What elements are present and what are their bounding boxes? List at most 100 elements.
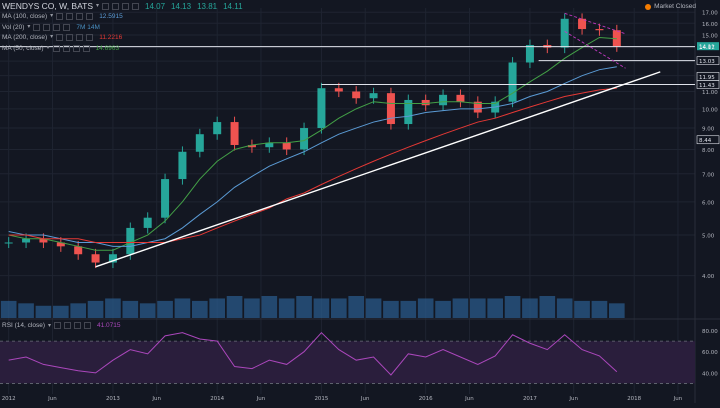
- indicator-value: 11.2216: [99, 34, 123, 42]
- candle-body: [352, 91, 361, 99]
- volume-bar: [330, 298, 347, 318]
- volume-bar: [278, 298, 295, 318]
- indicator-row-vol[interactable]: Vol (20) ▾ 7M 14M: [2, 22, 243, 33]
- candle-body: [334, 88, 343, 92]
- rsi-tick-label: 40.00: [702, 371, 718, 377]
- candle-body: [560, 18, 569, 48]
- y-tick-label: 16.00: [702, 22, 718, 28]
- volume-bar: [556, 298, 573, 318]
- candle-body: [126, 227, 135, 255]
- candle-body: [39, 238, 48, 243]
- chevron-down-icon[interactable]: ▾: [50, 13, 54, 20]
- chevron-down-icon[interactable]: ▾: [48, 323, 52, 329]
- volume-bar: [383, 300, 399, 318]
- rsi-line: [8, 331, 618, 376]
- volume-bar: [174, 298, 191, 318]
- volume-bar: [400, 300, 417, 318]
- candle-body: [300, 128, 309, 150]
- x-tick-label: Jun: [47, 396, 57, 402]
- volume-bar: [139, 303, 156, 318]
- y-tick-label: 17.00: [702, 11, 718, 17]
- y-tick-label: 11.00: [702, 90, 718, 96]
- more-icon[interactable]: [132, 2, 140, 10]
- x-tick-label: 2017: [523, 396, 537, 402]
- x-tick-label: 2015: [314, 396, 328, 402]
- candle-body: [108, 254, 117, 263]
- trendline-channel-upper: [564, 12, 626, 35]
- x-tick-label: 2012: [2, 396, 16, 402]
- volume-bar: [417, 298, 434, 318]
- candle-body: [386, 93, 395, 125]
- more-icon[interactable]: [86, 34, 94, 42]
- close-icon[interactable]: [76, 34, 84, 42]
- y-tick-label: 7.00: [702, 172, 715, 178]
- indicator-row-ma200[interactable]: MA (200, close) ▾ 11.2216: [2, 33, 243, 44]
- close-icon[interactable]: [53, 23, 61, 31]
- rsi-label: RSI (14, close): [2, 322, 45, 329]
- chevron-down-icon[interactable]: ▾: [96, 2, 100, 9]
- volume-bar: [296, 296, 312, 318]
- close-icon[interactable]: [76, 13, 84, 21]
- volume-bar: [157, 300, 173, 318]
- eye-icon[interactable]: [56, 13, 64, 21]
- candle-body: [595, 29, 604, 31]
- candle-body: [143, 217, 152, 228]
- price-label: 14.11: [699, 45, 715, 51]
- close-value: 14.11: [223, 1, 243, 11]
- close-icon[interactable]: [72, 44, 80, 52]
- indicator-value: 14.6963: [95, 44, 120, 52]
- y-tick-label: 15.00: [702, 34, 718, 40]
- volume-bar: [244, 298, 260, 318]
- volume-bar: [226, 296, 243, 318]
- candle-body: [56, 242, 65, 247]
- volume-bar: [313, 298, 330, 318]
- settings-icon[interactable]: [62, 44, 70, 52]
- eye-icon[interactable]: [52, 44, 60, 52]
- settings-icon[interactable]: [112, 2, 120, 10]
- indicator-value: 7M 14M: [76, 23, 100, 31]
- indicator-label: MA (200, close): [2, 34, 48, 42]
- eye-icon[interactable]: [33, 23, 41, 31]
- more-icon[interactable]: [82, 44, 90, 52]
- y-tick-label: 5.00: [702, 234, 715, 240]
- x-tick-label: 2018: [627, 396, 641, 402]
- indicator-row-ma50[interactable]: MA (50, close) ▾ 14.6963: [2, 43, 243, 54]
- ma100-line: [8, 66, 617, 247]
- candle-body: [439, 94, 448, 106]
- settings-icon[interactable]: [64, 322, 72, 329]
- chevron-down-icon[interactable]: ▾: [27, 23, 31, 30]
- eye-icon[interactable]: [102, 2, 110, 10]
- trendline-channel-lower: [564, 31, 626, 69]
- market-status-label: Market Closed: [654, 3, 696, 10]
- volume-bar: [435, 300, 451, 318]
- symbol-name[interactable]: WENDYS CO, W, BATS: [2, 0, 93, 11]
- rsi-legend[interactable]: RSI (14, close) ▾ 41.0715: [2, 322, 121, 329]
- indicator-label: MA (100, close): [2, 13, 48, 21]
- more-icon[interactable]: [63, 23, 71, 31]
- trendline-support: [95, 71, 661, 268]
- close-icon[interactable]: [122, 2, 130, 10]
- settings-icon[interactable]: [43, 23, 51, 31]
- volume-bar: [469, 298, 486, 318]
- candle-body: [282, 142, 291, 150]
- candle-body: [369, 93, 378, 99]
- settings-icon[interactable]: [66, 34, 74, 42]
- symbol-row: WENDYS CO, W, BATS ▾ 14.07 14.13 13.81 1…: [2, 1, 243, 12]
- settings-icon[interactable]: [66, 13, 74, 21]
- ma200-line: [8, 87, 617, 243]
- candle-body: [91, 254, 100, 263]
- indicator-row-ma100[interactable]: MA (100, close) ▾ 12.5915: [2, 12, 243, 23]
- eye-icon[interactable]: [54, 322, 62, 329]
- volume-bar: [487, 298, 504, 318]
- chevron-down-icon[interactable]: ▾: [50, 34, 54, 41]
- chevron-down-icon[interactable]: ▾: [46, 44, 50, 51]
- more-icon[interactable]: [84, 322, 92, 329]
- rsi-tick-label: 80.00: [702, 329, 718, 335]
- x-tick-label: 2013: [106, 396, 120, 402]
- close-icon[interactable]: [74, 322, 82, 329]
- more-icon[interactable]: [86, 13, 94, 21]
- eye-icon[interactable]: [56, 34, 64, 42]
- candle-body: [74, 246, 83, 255]
